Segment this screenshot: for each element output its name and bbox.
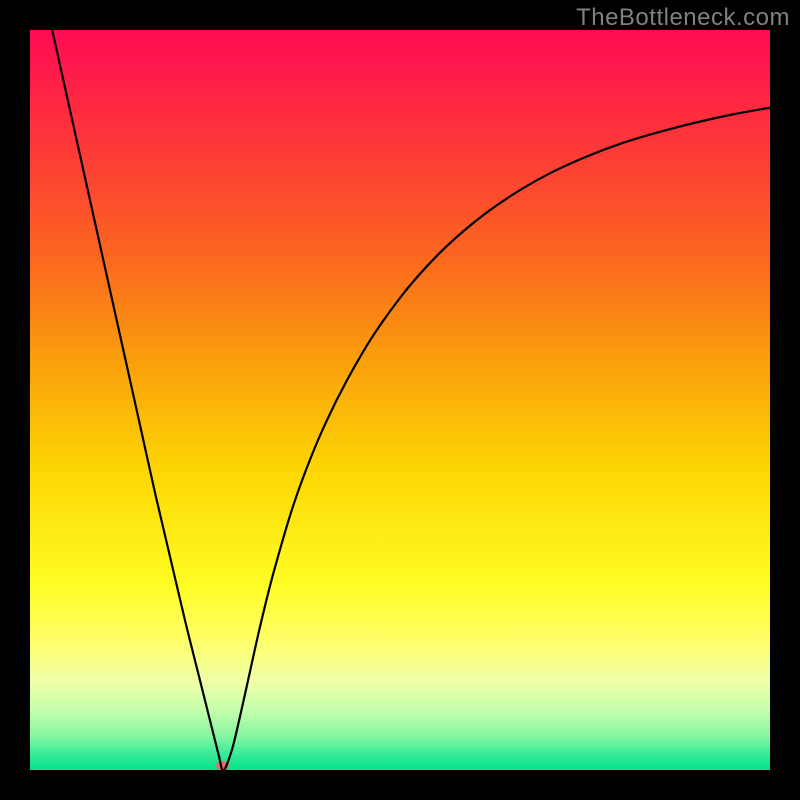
chart-svg	[30, 30, 770, 770]
plot-area	[30, 30, 770, 770]
figure-root: TheBottleneck.com	[0, 0, 800, 800]
watermark-attribution: TheBottleneck.com	[576, 4, 790, 32]
gradient-background	[30, 30, 770, 770]
